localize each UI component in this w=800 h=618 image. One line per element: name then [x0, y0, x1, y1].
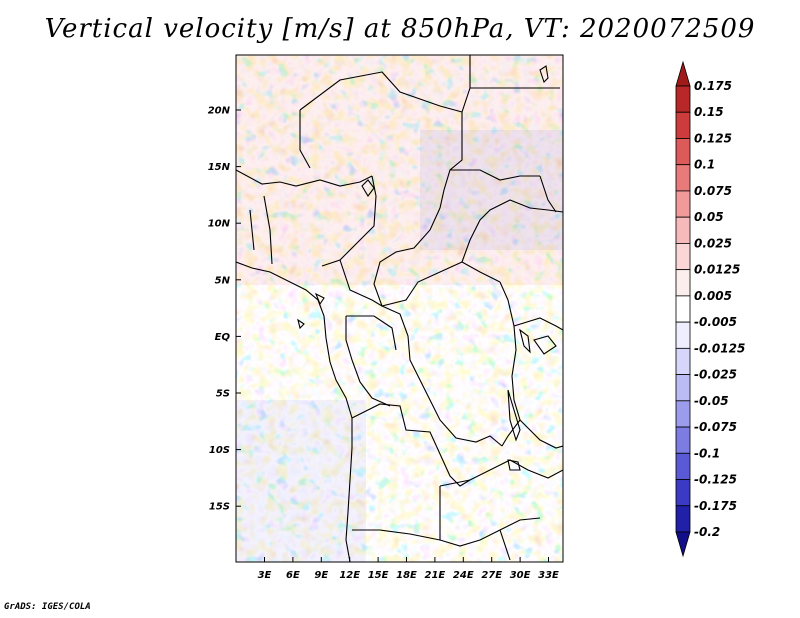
colorbar-label: -0.075: [694, 420, 737, 434]
map-frame: [235, 54, 564, 563]
colorbar-segment: [675, 243, 691, 271]
colorbar-label: 0.075: [694, 184, 732, 198]
lon-label: 3E: [258, 570, 272, 581]
lon-label: 24E: [453, 570, 474, 581]
colorbar: 0.175 0.15 0.125 0.1 0.075 0.05 0.025 0.0125 0.0…: [675, 60, 745, 558]
colorbar-label: -0.005: [694, 315, 737, 329]
colorbar-label: -0.2: [694, 525, 720, 539]
lat-label: 10S: [209, 445, 230, 456]
lat-label: 10N: [208, 219, 231, 230]
colorbar-label: -0.05: [694, 394, 729, 408]
lat-label: EQ: [215, 332, 231, 343]
colorbar-segment: [675, 216, 691, 244]
colorbar-label: 0.05: [694, 210, 724, 224]
map-title: Vertical velocity [m/s] at 850hPa, VT: 2…: [44, 14, 756, 44]
colorbar-label: 0.1: [694, 158, 715, 172]
colorbar-bottom-arrow: [675, 531, 691, 558]
colorbar-label: -0.025: [694, 368, 737, 382]
colorbar-label: 0.15: [694, 105, 724, 119]
colorbar-segment: [675, 85, 691, 113]
lon-label: 21E: [425, 570, 446, 581]
lat-label: 15N: [208, 162, 231, 173]
lat-label: 15S: [209, 502, 230, 513]
colorbar-label: 0.0125: [694, 263, 740, 277]
country-borders: [236, 55, 563, 562]
colorbar-segment: [675, 479, 691, 507]
colorbar-segment: [675, 505, 691, 533]
lon-label: 27E: [481, 570, 502, 581]
colorbar-label: 0.125: [694, 131, 732, 145]
colorbar-segment: [675, 164, 691, 192]
lon-label: 30E: [510, 570, 531, 581]
colorbar-segment: [675, 269, 691, 297]
colorbar-label: -0.175: [694, 499, 737, 513]
colorbar-segment: [675, 321, 691, 349]
colorbar-top-arrow: [675, 60, 691, 87]
lat-label: 20N: [208, 106, 231, 117]
colorbar-segment: [675, 190, 691, 218]
lon-label: 6E: [286, 570, 300, 581]
lat-label: 5S: [216, 389, 230, 400]
lon-label: 33E: [538, 570, 559, 581]
footer-credit: GrADS: IGES/COLA: [4, 602, 91, 612]
colorbar-label: -0.1: [694, 446, 720, 460]
colorbar-label: 0.005: [694, 289, 732, 303]
colorbar-segment: [675, 111, 691, 139]
velocity-field: [236, 55, 563, 562]
colorbar-segment: [675, 452, 691, 480]
colorbar-segment: [675, 374, 691, 402]
lon-label: 15E: [368, 570, 389, 581]
lat-label: 5N: [215, 275, 231, 286]
longitude-axis: 3E 6E 9E 12E 15E 18E 21E 24E 27E 30E 33E: [258, 557, 559, 581]
colorbar-label: -0.125: [694, 473, 737, 487]
colorbar-label: 0.175: [694, 79, 732, 93]
colorbar-label: -0.0125: [694, 341, 745, 355]
colorbar-segment: [675, 347, 691, 375]
latitude-axis: 20N 15N 10N 5N EQ 5S 10S 15S: [208, 106, 241, 513]
lon-label: 12E: [339, 570, 360, 581]
colorbar-segment: [675, 295, 691, 323]
colorbar-segment: [675, 426, 691, 454]
colorbar-label: 0.025: [694, 236, 732, 250]
lon-label: 9E: [314, 570, 328, 581]
lon-label: 18E: [396, 570, 417, 581]
colorbar-segment: [675, 138, 691, 166]
colorbar-segment: [675, 400, 691, 428]
